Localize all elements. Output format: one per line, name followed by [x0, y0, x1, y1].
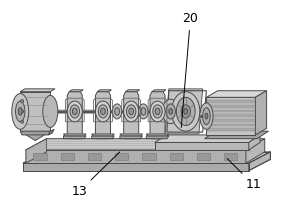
Polygon shape [206, 91, 267, 97]
Polygon shape [23, 163, 249, 171]
Polygon shape [207, 124, 254, 126]
Ellipse shape [115, 108, 119, 115]
Ellipse shape [98, 105, 108, 118]
Ellipse shape [141, 108, 146, 115]
Polygon shape [207, 119, 254, 122]
Polygon shape [120, 134, 142, 136]
Polygon shape [205, 131, 268, 139]
Ellipse shape [100, 108, 105, 115]
Ellipse shape [72, 108, 77, 115]
Ellipse shape [95, 101, 110, 122]
Polygon shape [207, 114, 254, 117]
Polygon shape [120, 136, 142, 139]
Polygon shape [126, 90, 140, 92]
Polygon shape [33, 153, 46, 160]
Polygon shape [146, 134, 169, 136]
Ellipse shape [153, 105, 162, 118]
Text: 20: 20 [181, 12, 198, 127]
Ellipse shape [184, 109, 188, 114]
Polygon shape [20, 131, 50, 135]
Polygon shape [23, 152, 270, 163]
Ellipse shape [112, 104, 122, 119]
Polygon shape [155, 142, 249, 150]
Ellipse shape [155, 108, 160, 115]
Polygon shape [20, 131, 50, 141]
Ellipse shape [150, 101, 165, 122]
Polygon shape [69, 90, 83, 92]
Polygon shape [26, 150, 246, 163]
Polygon shape [26, 139, 46, 163]
Polygon shape [207, 100, 254, 103]
Ellipse shape [172, 92, 200, 131]
Polygon shape [207, 105, 254, 108]
Polygon shape [150, 92, 165, 139]
Text: 13: 13 [72, 152, 120, 198]
Polygon shape [142, 153, 156, 160]
Ellipse shape [203, 108, 210, 125]
Polygon shape [170, 153, 183, 160]
Polygon shape [155, 135, 260, 142]
Polygon shape [207, 128, 254, 131]
Ellipse shape [127, 105, 136, 118]
Polygon shape [165, 89, 203, 134]
Polygon shape [255, 91, 267, 135]
Polygon shape [26, 139, 265, 150]
Polygon shape [64, 134, 86, 136]
Ellipse shape [16, 101, 25, 122]
Text: 11: 11 [227, 159, 261, 191]
Polygon shape [92, 136, 114, 139]
Polygon shape [249, 135, 260, 150]
Ellipse shape [21, 100, 23, 102]
Ellipse shape [162, 99, 179, 124]
Polygon shape [95, 92, 110, 139]
Polygon shape [61, 153, 74, 160]
Ellipse shape [169, 109, 172, 114]
Polygon shape [20, 92, 50, 131]
Ellipse shape [176, 97, 195, 126]
Polygon shape [152, 90, 166, 92]
Ellipse shape [166, 104, 175, 119]
Ellipse shape [43, 95, 58, 127]
Polygon shape [197, 153, 210, 160]
Ellipse shape [70, 105, 80, 118]
Polygon shape [124, 92, 139, 139]
Polygon shape [207, 110, 254, 112]
Ellipse shape [181, 105, 190, 118]
Polygon shape [48, 129, 54, 135]
Polygon shape [115, 153, 128, 160]
Ellipse shape [124, 101, 139, 122]
Ellipse shape [21, 120, 23, 123]
Polygon shape [64, 136, 86, 139]
Polygon shape [97, 90, 111, 92]
Polygon shape [224, 153, 238, 160]
Polygon shape [249, 152, 270, 171]
Polygon shape [20, 89, 55, 92]
Ellipse shape [200, 103, 213, 129]
Ellipse shape [139, 104, 148, 119]
Polygon shape [88, 153, 101, 160]
Polygon shape [92, 134, 114, 136]
Ellipse shape [205, 113, 208, 119]
Polygon shape [246, 139, 265, 163]
Ellipse shape [18, 108, 22, 115]
Ellipse shape [21, 110, 23, 113]
Polygon shape [206, 97, 255, 135]
Ellipse shape [67, 101, 82, 122]
Ellipse shape [12, 94, 29, 129]
Ellipse shape [129, 108, 134, 115]
Polygon shape [67, 92, 82, 139]
Polygon shape [146, 136, 169, 139]
